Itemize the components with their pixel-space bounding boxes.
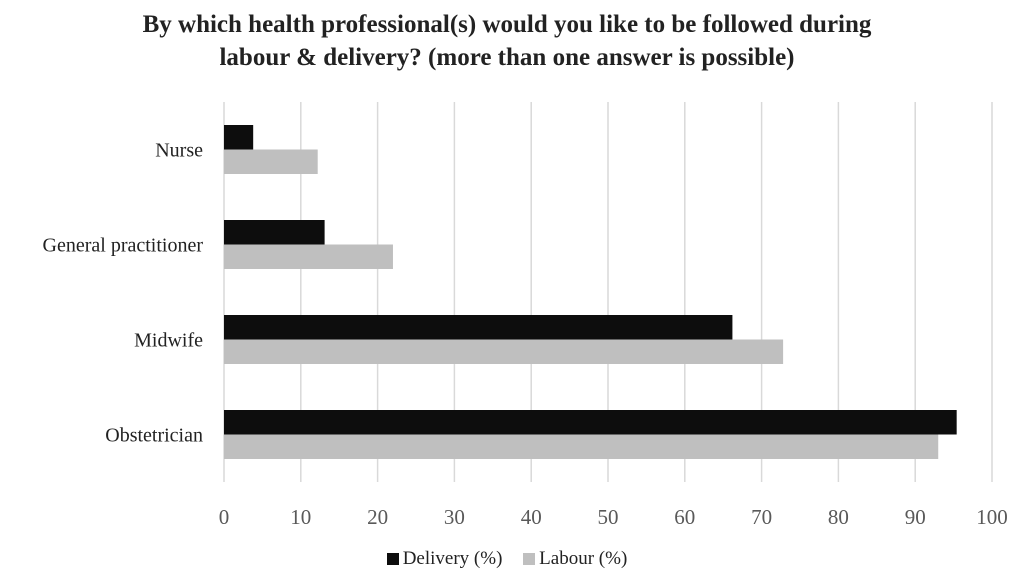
legend-swatch-labour bbox=[523, 553, 536, 565]
x-tick-label: 70 bbox=[751, 505, 772, 529]
chart-title-line-2: labour & delivery? (more than one answer… bbox=[219, 44, 795, 71]
legend-item-labour: Labour (%) bbox=[523, 548, 627, 570]
category-label-general-practitioner: General practitioner bbox=[43, 235, 204, 257]
bar-labour-nurse bbox=[224, 149, 318, 174]
category-label-obstetrician: Obstetrician bbox=[105, 425, 203, 447]
chart-title-line-1: By which health professional(s) would yo… bbox=[142, 11, 872, 38]
category-label-midwife: Midwife bbox=[134, 330, 203, 352]
bar-delivery-nurse bbox=[224, 125, 254, 150]
x-tick-label: 80 bbox=[828, 505, 849, 529]
legend: Delivery (%) Labour (%) bbox=[0, 548, 1014, 571]
x-tick-label: 40 bbox=[521, 505, 542, 529]
x-tick-label: 60 bbox=[674, 505, 695, 529]
bar-labour-midwife bbox=[224, 339, 784, 364]
category-label-nurse: Nurse bbox=[155, 140, 203, 162]
x-tick-label: 50 bbox=[598, 505, 619, 529]
bar-labour-general-practitioner bbox=[224, 244, 393, 269]
x-tick-label: 100 bbox=[976, 505, 1008, 529]
bar-delivery-midwife bbox=[224, 315, 733, 340]
x-tick-label: 0 bbox=[219, 505, 230, 529]
bars bbox=[224, 125, 957, 459]
bar-labour-obstetrician bbox=[224, 434, 939, 459]
bar-delivery-obstetrician bbox=[224, 410, 957, 435]
legend-item-delivery: Delivery (%) bbox=[386, 548, 503, 570]
category-labels: Nurse General practitioner Midwife Obstetri… bbox=[43, 140, 204, 447]
legend-label-labour: Labour (%) bbox=[539, 548, 628, 569]
legend-label-delivery: Delivery (%) bbox=[402, 548, 503, 569]
bar-delivery-general-practitioner bbox=[224, 220, 325, 245]
legend-swatch-delivery bbox=[386, 553, 399, 565]
x-tick-label: 10 bbox=[290, 505, 311, 529]
x-tick-label: 90 bbox=[905, 505, 926, 529]
x-tick-labels: 0 10 20 30 40 50 60 70 80 90 100 bbox=[219, 505, 1008, 529]
chart-title: By which health professional(s) would yo… bbox=[0, 8, 1014, 74]
x-tick-label: 20 bbox=[367, 505, 388, 529]
x-tick-label: 30 bbox=[444, 505, 465, 529]
